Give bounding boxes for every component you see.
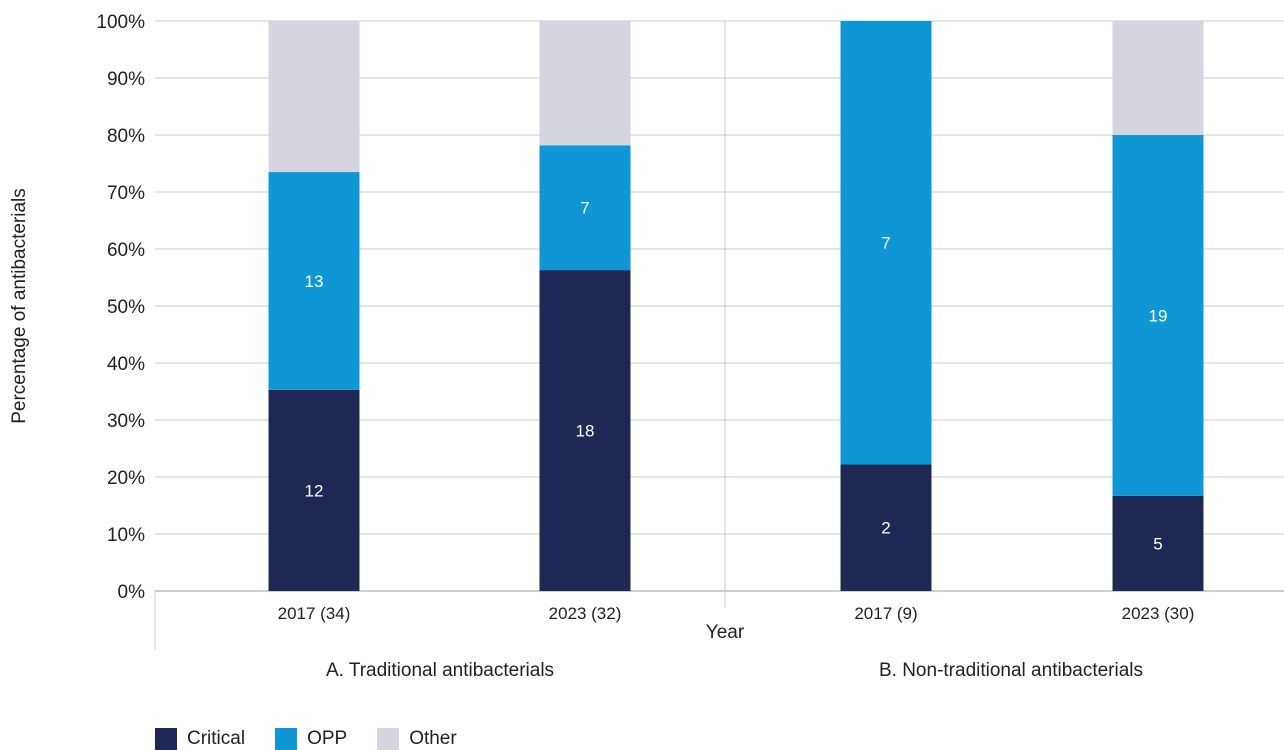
y-tick-label: 0%: [118, 582, 146, 603]
bar-data-label: 7: [580, 199, 589, 218]
bar-data-label: 18: [576, 422, 595, 441]
x-tick-label: 2023 (30): [1122, 604, 1195, 623]
legend-label-critical: Critical: [187, 728, 246, 749]
x-axis-label: Year: [706, 622, 745, 643]
bar-data-label: 13: [305, 272, 324, 291]
legend-item-other: Other: [377, 728, 457, 750]
y-tick-label: 100%: [96, 12, 145, 33]
bar-segment-critical: [840, 464, 932, 591]
x-tick-label: 2017 (9): [854, 604, 917, 623]
legend-item-critical: Critical: [155, 728, 245, 750]
bar-data-label: 2: [881, 519, 890, 538]
legend-swatch-critical: [155, 728, 177, 750]
x-tick-label: 2017 (34): [278, 604, 351, 623]
y-tick-label: 20%: [107, 468, 145, 489]
bar-data-label: 19: [1149, 306, 1168, 325]
legend-label-opp: OPP: [307, 728, 348, 749]
group-label-non-traditional: B. Non-traditional antibacterials: [879, 660, 1143, 681]
x-axis-ticks: 2017 (34) 2023 (32) 2017 (9) 2023 (30): [278, 604, 1195, 623]
bar-segment-opp: [539, 145, 631, 271]
y-axis-label: Percentage of antibacterials: [9, 188, 30, 424]
y-tick-label: 50%: [107, 297, 145, 318]
legend-swatch-opp: [275, 728, 298, 750]
legend-item-opp: OPP: [275, 728, 347, 750]
group-label-traditional: A. Traditional antibacterials: [326, 660, 554, 681]
y-tick-label: 90%: [107, 69, 145, 90]
legend-swatch-other: [377, 728, 400, 750]
bar-data-label: 12: [305, 481, 324, 500]
bar-segment-critical: [539, 270, 631, 591]
bar-segment-opp: [1112, 135, 1204, 496]
bar-segment-other: [268, 21, 360, 173]
y-tick-label: 60%: [107, 240, 145, 261]
bar-data-label: 7: [881, 234, 890, 253]
x-tick-label: 2023 (32): [549, 604, 622, 623]
bars: 12 13 18 7 2 7 5 19: [268, 21, 1204, 591]
legend-label-other: Other: [409, 728, 457, 749]
bar-segment-opp: [840, 21, 932, 465]
bar-data-label: 5: [1153, 534, 1162, 553]
bar-segment-critical: [1112, 495, 1204, 591]
bar-segment-critical: [268, 389, 360, 591]
y-tick-label: 30%: [107, 411, 145, 432]
y-tick-label: 80%: [107, 126, 145, 147]
bar-segment-opp: [268, 172, 360, 390]
y-axis-ticks: 0% 10% 20% 30% 40% 50% 60% 70% 80% 90% 100%: [96, 12, 145, 603]
y-tick-label: 40%: [107, 354, 145, 375]
legend: Critical OPP Other: [155, 728, 487, 750]
y-tick-label: 70%: [107, 183, 145, 204]
bar-segment-other: [539, 21, 631, 146]
bar-segment-other: [1112, 21, 1204, 135]
y-tick-label: 10%: [107, 525, 145, 546]
